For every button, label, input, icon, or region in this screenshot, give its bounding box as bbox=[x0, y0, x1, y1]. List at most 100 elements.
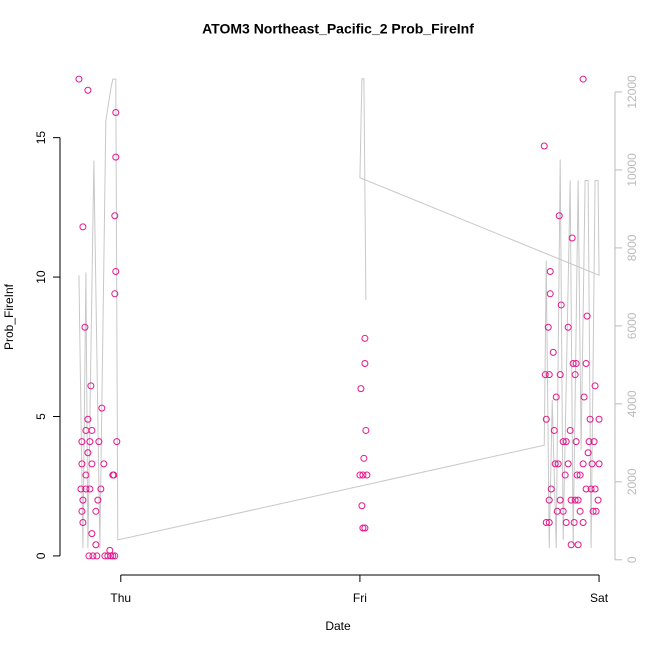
x-axis-label: Date bbox=[325, 619, 351, 633]
point bbox=[95, 438, 103, 446]
point bbox=[566, 426, 574, 434]
point bbox=[562, 438, 570, 446]
point bbox=[104, 552, 112, 560]
point bbox=[586, 415, 594, 423]
point bbox=[583, 312, 591, 320]
point bbox=[546, 290, 554, 298]
point bbox=[549, 348, 557, 356]
point bbox=[92, 507, 100, 515]
point bbox=[361, 334, 369, 342]
point bbox=[572, 360, 580, 368]
y2-tick-label: 4000 bbox=[625, 390, 639, 417]
point bbox=[580, 393, 588, 401]
point bbox=[594, 496, 602, 504]
point bbox=[111, 290, 119, 298]
y2-tick-label: 12000 bbox=[625, 75, 639, 109]
point bbox=[559, 438, 567, 446]
point bbox=[585, 438, 593, 446]
point bbox=[572, 438, 580, 446]
y-tick-label: 15 bbox=[34, 131, 48, 145]
point bbox=[579, 518, 587, 526]
point bbox=[595, 415, 603, 423]
point bbox=[555, 212, 563, 220]
point bbox=[78, 507, 86, 515]
point bbox=[87, 382, 95, 390]
y2-tick-label: 8000 bbox=[625, 234, 639, 261]
point bbox=[111, 552, 119, 560]
point bbox=[84, 449, 92, 457]
point bbox=[590, 438, 598, 446]
point bbox=[100, 460, 108, 468]
point bbox=[559, 507, 567, 515]
point bbox=[98, 404, 106, 412]
point bbox=[562, 518, 570, 526]
point bbox=[579, 460, 587, 468]
point bbox=[88, 460, 96, 468]
point bbox=[570, 518, 578, 526]
point bbox=[582, 485, 590, 493]
point bbox=[567, 541, 575, 549]
point bbox=[78, 438, 86, 446]
point bbox=[554, 460, 562, 468]
point bbox=[556, 496, 564, 504]
point bbox=[85, 552, 93, 560]
x-tick-label: Fri bbox=[353, 591, 367, 605]
y-tick-label: 5 bbox=[34, 413, 48, 420]
chart-title: ATOM3 Northeast_Pacific_2 Prob_FireInf bbox=[202, 21, 474, 37]
point bbox=[576, 507, 584, 515]
point bbox=[356, 471, 364, 479]
point bbox=[92, 541, 100, 549]
point bbox=[361, 360, 369, 368]
point bbox=[574, 496, 582, 504]
point bbox=[546, 267, 554, 275]
point bbox=[551, 460, 559, 468]
point bbox=[568, 234, 576, 242]
point bbox=[359, 471, 367, 479]
point bbox=[552, 393, 560, 401]
point bbox=[361, 524, 369, 532]
point bbox=[358, 502, 366, 510]
point bbox=[571, 371, 579, 379]
point bbox=[107, 552, 115, 560]
point bbox=[542, 518, 550, 526]
point bbox=[89, 552, 97, 560]
point bbox=[569, 360, 577, 368]
point bbox=[545, 371, 553, 379]
point bbox=[545, 518, 553, 526]
y-axis-label: Prob_FireInf bbox=[2, 283, 16, 350]
x-tick-label: Sat bbox=[590, 591, 609, 605]
y-tick-label: 0 bbox=[34, 552, 48, 559]
point bbox=[82, 485, 90, 493]
point bbox=[547, 485, 555, 493]
point bbox=[360, 454, 368, 462]
point bbox=[109, 552, 117, 560]
point bbox=[112, 267, 120, 275]
point bbox=[588, 460, 596, 468]
point bbox=[579, 75, 587, 83]
point bbox=[110, 471, 118, 479]
point bbox=[561, 471, 569, 479]
point bbox=[589, 507, 597, 515]
point bbox=[587, 485, 595, 493]
point bbox=[542, 415, 550, 423]
point bbox=[75, 75, 83, 83]
y2-tick-label: 6000 bbox=[625, 312, 639, 339]
point bbox=[88, 426, 96, 434]
point bbox=[112, 153, 120, 161]
point bbox=[86, 438, 94, 446]
point bbox=[78, 460, 86, 468]
point bbox=[88, 530, 96, 538]
point bbox=[112, 109, 120, 117]
y2-tick-label: 0 bbox=[625, 556, 639, 563]
point bbox=[540, 142, 548, 150]
point bbox=[595, 460, 603, 468]
x-tick-label: Thu bbox=[110, 591, 131, 605]
point bbox=[564, 323, 572, 331]
point bbox=[94, 496, 102, 504]
point bbox=[79, 223, 87, 231]
point bbox=[573, 471, 581, 479]
point bbox=[84, 415, 92, 423]
point bbox=[567, 496, 575, 504]
point bbox=[359, 524, 367, 532]
point bbox=[79, 496, 87, 504]
